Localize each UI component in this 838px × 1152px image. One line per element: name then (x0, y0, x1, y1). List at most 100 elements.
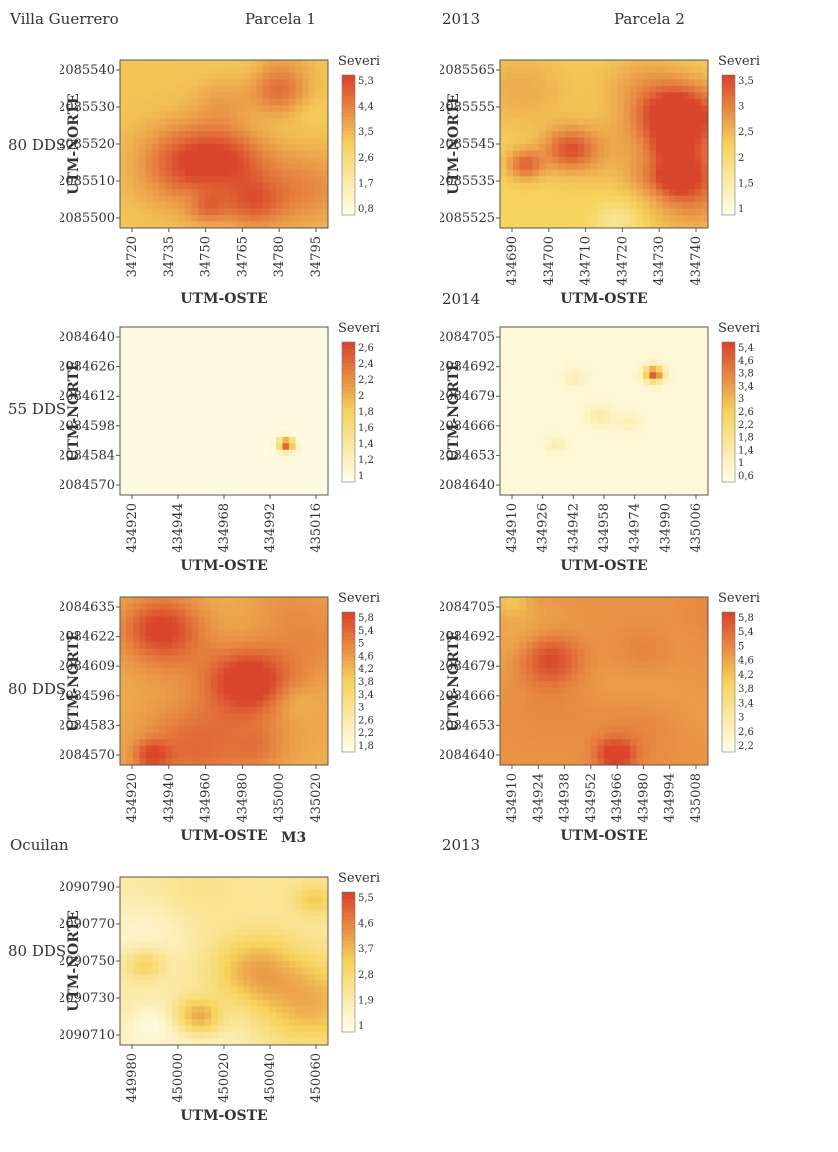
heatmap-cell (302, 713, 309, 721)
heatmap-cell (282, 150, 290, 158)
heatmap-cell (519, 339, 527, 347)
heatmap-cell (217, 85, 225, 93)
heatmap-cell (224, 208, 231, 216)
heatmap-cell (224, 443, 231, 451)
heatmap-cell (250, 597, 257, 604)
heatmap-cell (675, 169, 683, 177)
heatmap-cell (669, 430, 676, 438)
heatmap-cell (558, 105, 566, 113)
heatmap-cell (701, 365, 709, 373)
heatmap-cell (295, 423, 303, 431)
heatmap-cell (519, 732, 527, 740)
x-tick-label: 434730 (652, 236, 667, 286)
heatmap-cell (302, 469, 309, 477)
heatmap-cell (526, 60, 533, 67)
heatmap-cell (198, 215, 205, 222)
heatmap-cell (256, 597, 264, 604)
heatmap-cell (584, 150, 592, 158)
heatmap-cell (669, 365, 676, 373)
heatmap-cell (204, 423, 212, 431)
heatmap-cell (243, 144, 251, 151)
heatmap-cell (506, 221, 514, 229)
heatmap-cell (532, 215, 540, 222)
heatmap-cell (682, 144, 689, 151)
heatmap-cell (315, 391, 322, 399)
heatmap-cell (539, 118, 546, 126)
heatmap-cell (610, 482, 618, 489)
x-tick-label: 434968 (217, 503, 232, 553)
heatmap-cell (120, 92, 127, 100)
heatmap-cell (519, 661, 527, 669)
x-tick-label: 34780 (272, 236, 287, 277)
heatmap-cell (178, 655, 186, 663)
heatmap-cell (656, 92, 663, 100)
heatmap-cell (172, 156, 179, 164)
heatmap-cell (152, 105, 160, 113)
heatmap-cell (558, 700, 566, 708)
heatmap-cell (217, 208, 225, 216)
heatmap-cell (565, 603, 572, 611)
x-axis-title: UTM-OSTE (180, 828, 267, 842)
heatmap-cell (578, 215, 585, 222)
heatmap-cell (552, 72, 559, 80)
heatmap-cell (133, 430, 140, 438)
heatmap-cell (695, 339, 702, 347)
heatmap-cell (172, 648, 179, 656)
heatmap-cell (519, 189, 527, 197)
heatmap-cell (146, 105, 153, 113)
heatmap-cell (669, 72, 676, 80)
heatmap-cell (269, 385, 277, 393)
heatmap-cell (165, 182, 173, 190)
heatmap-cell (198, 150, 205, 158)
heatmap-cell (532, 609, 540, 617)
heatmap-cell (256, 365, 264, 373)
heatmap-cell (604, 398, 611, 405)
heatmap-cell (565, 417, 572, 425)
heatmap-cell (185, 661, 192, 669)
heatmap-cell (623, 456, 631, 464)
heatmap-cell (178, 423, 186, 431)
y-tick-label: 2085535 (440, 174, 495, 189)
heatmap-cell (545, 609, 553, 617)
heatmap-cell (263, 456, 270, 464)
heatmap-cell (269, 79, 277, 87)
heatmap-cell (578, 92, 585, 100)
heatmap-cell (308, 202, 316, 210)
heatmap-cell (302, 635, 309, 643)
heatmap-cell (269, 339, 277, 347)
heatmap-cell (133, 411, 140, 418)
heatmap-cell (571, 404, 579, 412)
heatmap-cell (269, 693, 277, 701)
heatmap-cell (172, 72, 179, 80)
heatmap-cell (315, 60, 322, 67)
heatmap-cell (191, 456, 199, 464)
colorbar-step (342, 685, 355, 690)
heatmap-cell (243, 436, 251, 444)
heatmap-cell (172, 208, 179, 216)
heatmap-cell (617, 131, 624, 138)
heatmap-cell (682, 333, 689, 341)
heatmap-cell (263, 215, 270, 222)
heatmap-cell (237, 182, 244, 190)
x-tick-label: 434920 (125, 773, 140, 823)
heatmap-cell (159, 629, 166, 637)
heatmap-cell (165, 156, 173, 164)
heatmap-cell (237, 616, 244, 624)
heatmap-cell (552, 346, 559, 354)
heatmap-cell (159, 98, 166, 106)
heatmap-cell (636, 66, 644, 74)
heatmap-cell (308, 378, 316, 386)
heatmap-cell (191, 745, 199, 753)
heatmap-cell (701, 346, 709, 354)
heatmap-cell (565, 456, 572, 464)
heatmap-cell (217, 417, 225, 425)
heatmap-cell (152, 430, 160, 438)
heatmap-cell (237, 603, 244, 611)
heatmap-cell (172, 98, 179, 106)
heatmap-cell (604, 98, 611, 106)
heatmap-cell (302, 462, 309, 470)
heatmap-cell (204, 417, 212, 425)
heatmap-cell (191, 752, 199, 759)
heatmap-cell (159, 385, 166, 393)
heatmap-cell (591, 411, 598, 418)
